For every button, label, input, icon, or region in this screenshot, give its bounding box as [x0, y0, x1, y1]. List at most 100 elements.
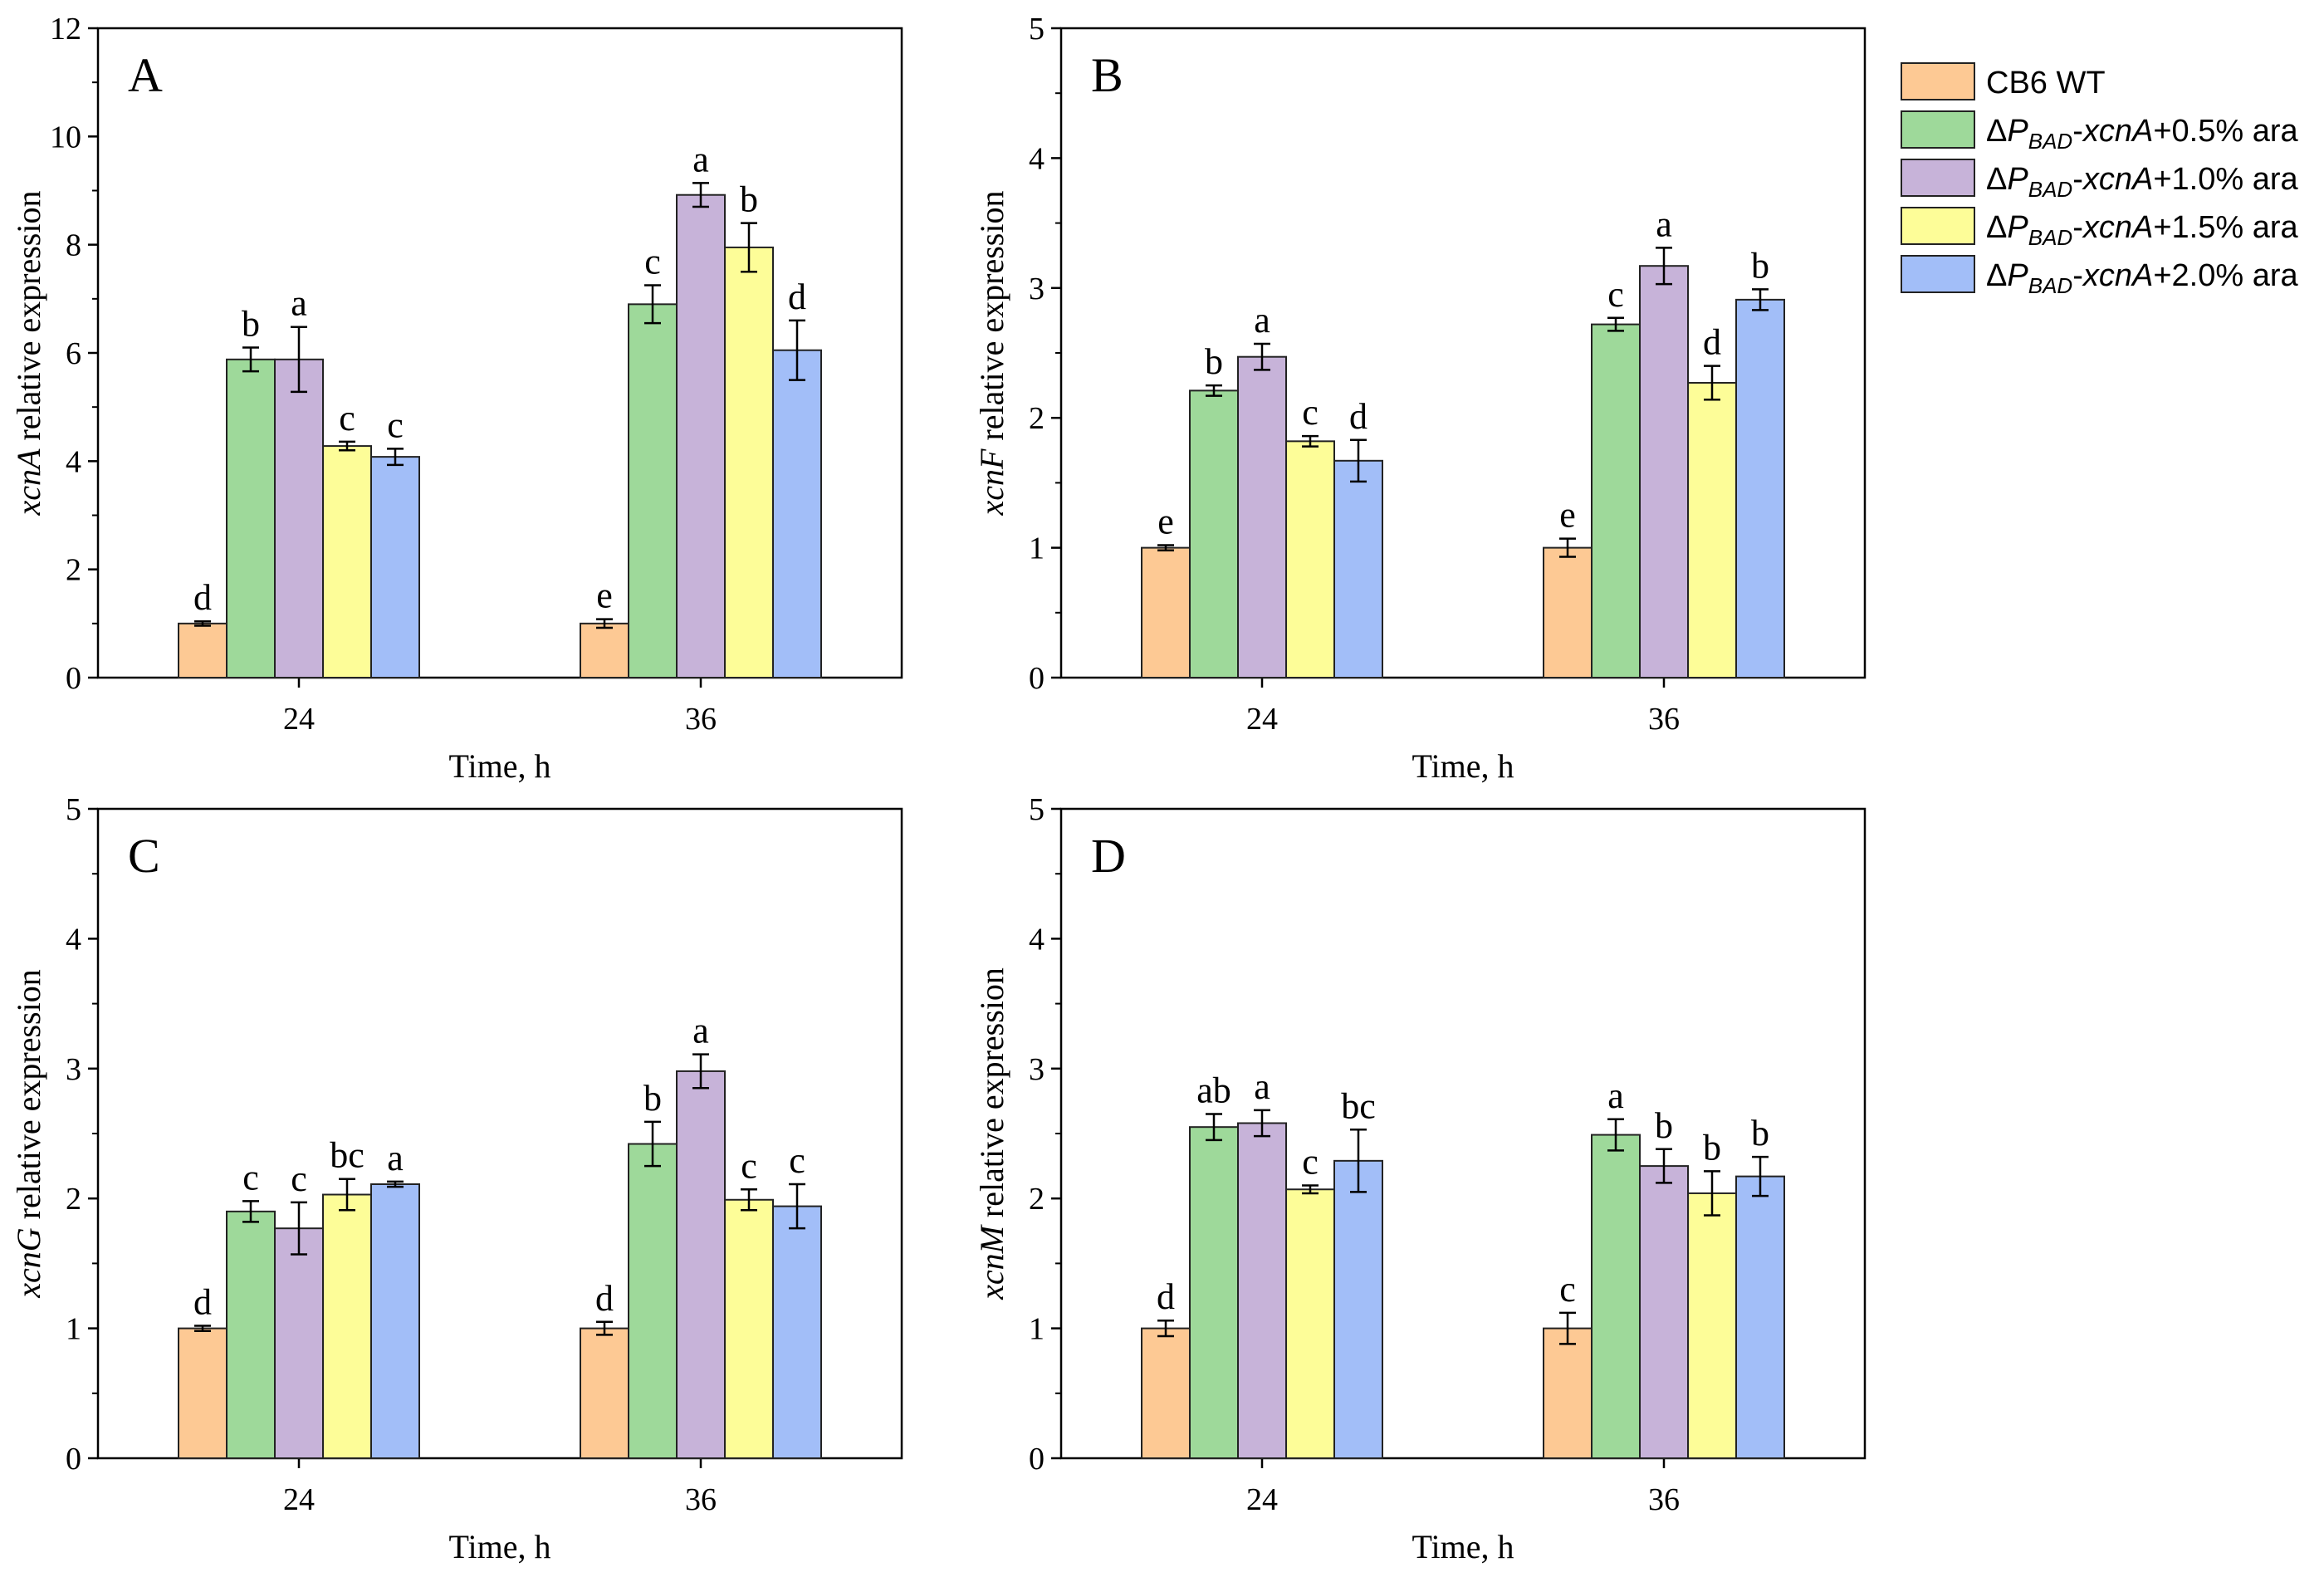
y-tick-label: 4 — [66, 444, 81, 479]
bar — [580, 1327, 629, 1459]
x-tick-label: 36 — [1648, 702, 1680, 737]
bar — [1735, 1175, 1785, 1460]
x-tick-label: 36 — [685, 1482, 717, 1517]
legend-swatch — [1901, 62, 1975, 100]
y-tick-label: 0 — [66, 661, 81, 696]
bar — [274, 358, 324, 678]
significance-letter: b — [1703, 1127, 1721, 1168]
x-axis-label: Time, h — [448, 747, 550, 785]
significance-letter: c — [291, 1158, 307, 1199]
bar — [322, 1193, 372, 1460]
legend-item: ΔPBAD-xcnA+0.5% ara — [1901, 110, 2299, 154]
significance-letter: e — [1559, 495, 1576, 536]
significance-letter: a — [1656, 203, 1672, 244]
y-tick-label: 1 — [1029, 531, 1045, 566]
y-tick-label: 3 — [66, 1052, 81, 1087]
bar — [1285, 440, 1335, 678]
bar — [1687, 1192, 1737, 1459]
y-axis-label-rest: relative expression — [10, 969, 47, 1227]
y-axis-label: xcnA relative expression — [10, 191, 47, 517]
y-tick-label: 1 — [66, 1312, 81, 1347]
y-tick-label: 6 — [66, 336, 81, 371]
y-tick-label: 5 — [1029, 792, 1045, 827]
bar — [1543, 1327, 1593, 1459]
bar — [676, 193, 726, 679]
significance-letter: ab — [1196, 1070, 1231, 1111]
y-tick-label: 1 — [1029, 1312, 1045, 1347]
significance-letter: a — [1254, 1066, 1270, 1107]
y-tick-label: 4 — [1029, 141, 1045, 176]
panel-label: B — [1091, 48, 1123, 102]
bar — [1735, 298, 1785, 678]
chart-panel-d: 0 1 2 3 4 5 24 36 Time, h xcnM relative expressio… — [973, 792, 1867, 1565]
bar — [628, 303, 678, 678]
legend-swatch — [1901, 159, 1975, 197]
significance-letter: c — [1302, 1142, 1319, 1183]
significance-letter: c — [242, 1157, 259, 1197]
bar — [322, 445, 372, 678]
bar — [1237, 355, 1287, 678]
y-axis-label: xcnM relative expression — [973, 967, 1010, 1300]
bar — [1333, 459, 1383, 678]
bar — [1639, 1165, 1689, 1459]
y-tick-label: 2 — [66, 1182, 81, 1217]
y-axis-label: xcnG relative expression — [10, 969, 47, 1298]
significance-letter: a — [692, 139, 709, 179]
y-tick-label: 12 — [50, 12, 81, 47]
y-tick-label: 8 — [66, 228, 81, 263]
significance-letter: c — [741, 1145, 757, 1186]
bar — [1591, 1134, 1641, 1459]
significance-letter: b — [1205, 341, 1223, 382]
legend-item: ΔPBAD-xcnA+1.5% ara — [1901, 207, 2299, 250]
significance-letter: a — [1607, 1075, 1624, 1116]
bar — [1285, 1188, 1335, 1459]
bar — [1141, 1327, 1191, 1459]
legend-label: ΔPBAD-xcnA+0.5% ara — [1986, 114, 2299, 154]
bar — [178, 622, 228, 678]
y-tick-label: 10 — [50, 120, 81, 154]
significance-letter: c — [789, 1140, 805, 1181]
panel-label: A — [128, 48, 163, 102]
bar — [1687, 381, 1737, 678]
chart-panel-c: 0 1 2 3 4 5 24 36 Time, h xcnG relative expressio… — [10, 792, 903, 1565]
legend-item: ΔPBAD-xcnA+1.0% ara — [1901, 159, 2299, 202]
bar — [1639, 265, 1689, 678]
bar — [1591, 323, 1641, 678]
significance-letter: d — [1703, 322, 1721, 363]
bar — [724, 1198, 774, 1460]
significance-letter: a — [692, 1011, 709, 1051]
legend: CB6 WT ΔPBAD-xcnA+0.5% ara ΔPBAD-xcnA+1.0%… — [1901, 62, 2299, 298]
bar — [1189, 389, 1239, 678]
significance-letter: a — [1254, 300, 1270, 340]
significance-letter: a — [291, 283, 307, 324]
panel-label: D — [1091, 829, 1126, 883]
y-tick-label: 0 — [1029, 1442, 1045, 1477]
legend-item: ΔPBAD-xcnA+2.0% ara — [1901, 255, 2299, 298]
bar — [274, 1227, 324, 1459]
y-tick-label: 4 — [66, 922, 81, 957]
bar — [724, 246, 774, 678]
significance-letter: d — [1157, 1276, 1175, 1317]
y-tick-label: 2 — [1029, 1182, 1045, 1217]
significance-letter: e — [596, 575, 613, 616]
bar — [676, 1070, 726, 1459]
bar — [226, 358, 276, 678]
bar — [370, 456, 420, 678]
y-tick-label: 2 — [66, 553, 81, 588]
legend-item: CB6 WT — [1901, 62, 2106, 100]
significance-letter: c — [387, 404, 404, 445]
y-tick-label: 5 — [1029, 12, 1045, 47]
y-axis-label-rest: relative expression — [10, 191, 47, 449]
significance-letter: d — [788, 277, 806, 317]
y-axis-gene: xcnF — [973, 448, 1010, 517]
bar — [1237, 1122, 1287, 1460]
y-tick-label: 3 — [1029, 272, 1045, 306]
y-tick-label: 5 — [66, 792, 81, 827]
legend-swatch — [1901, 110, 1975, 149]
x-axis-label: Time, h — [448, 1528, 550, 1565]
x-tick-label: 36 — [1648, 1482, 1680, 1517]
significance-letter: b — [242, 303, 260, 344]
y-axis-label-rest: relative expression — [973, 191, 1010, 449]
x-tick-label: 24 — [1246, 1482, 1278, 1517]
